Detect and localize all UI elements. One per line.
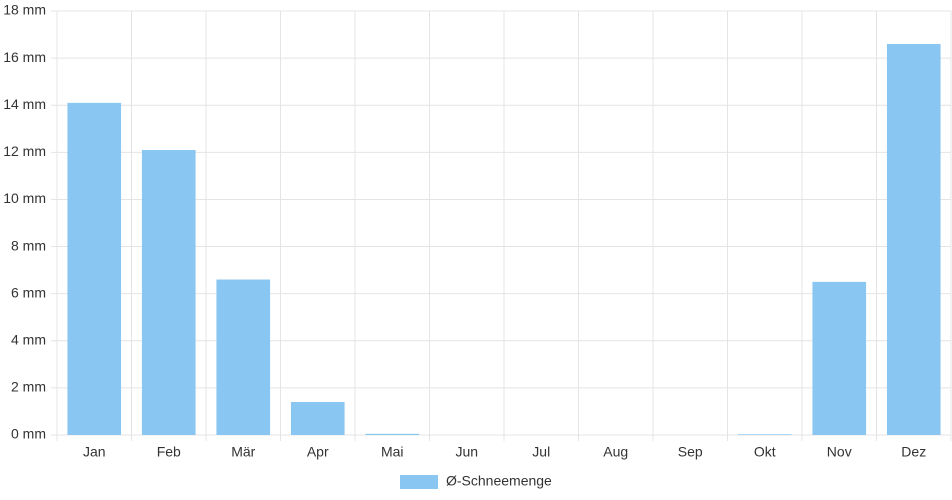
x-tick-label: Sep — [678, 444, 703, 460]
bar — [365, 433, 420, 435]
y-tick-label: 16 mm — [3, 49, 46, 65]
y-tick-label: 18 mm — [3, 2, 46, 18]
x-tick-label: Dez — [901, 444, 926, 460]
bar — [216, 279, 271, 435]
bar — [812, 281, 867, 435]
bar — [886, 43, 941, 435]
y-tick-label: 10 mm — [3, 190, 46, 206]
x-tick-label: Jul — [532, 444, 550, 460]
x-tick-label: Mär — [231, 444, 255, 460]
bar — [737, 434, 792, 435]
x-tick-label: Jan — [83, 444, 106, 460]
bar — [141, 149, 196, 435]
x-tick-label: Aug — [603, 444, 628, 460]
y-tick-label: 6 mm — [11, 284, 46, 300]
y-tick-label: 2 mm — [11, 379, 46, 395]
x-tick-label: Feb — [157, 444, 181, 460]
bar — [290, 402, 345, 435]
x-tick-label: Apr — [307, 444, 329, 460]
x-tick-label: Nov — [827, 444, 852, 460]
y-tick-label: 14 mm — [3, 96, 46, 112]
y-tick-label: 0 mm — [11, 426, 46, 442]
x-tick-label: Okt — [754, 444, 776, 460]
y-tick-label: 4 mm — [11, 331, 46, 347]
y-tick-label: 12 mm — [3, 143, 46, 159]
legend-swatch — [400, 475, 438, 489]
legend-label: Ø-Schneemenge — [446, 473, 552, 489]
x-tick-label: Jun — [455, 444, 478, 460]
y-tick-label: 8 mm — [11, 237, 46, 253]
x-tick-label: Mai — [381, 444, 404, 460]
bar — [67, 102, 122, 435]
